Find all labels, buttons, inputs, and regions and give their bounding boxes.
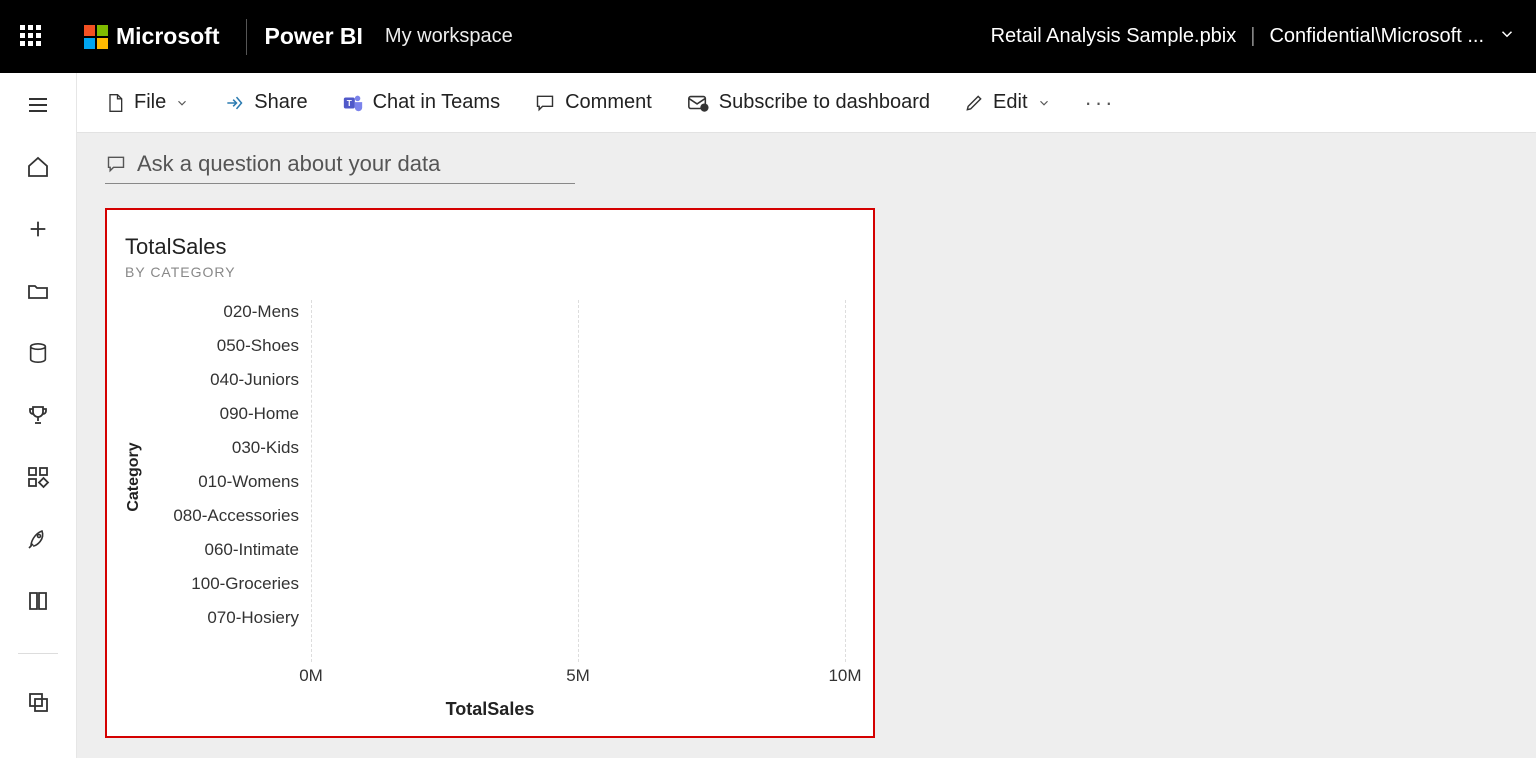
category-label: 070-Hosiery [129, 608, 299, 628]
chat-teams-button[interactable]: T Chat in Teams [342, 91, 500, 114]
category-label: 060-Intimate [129, 540, 299, 560]
rocket-icon[interactable] [24, 525, 52, 553]
share-button[interactable]: Share [223, 91, 307, 114]
plus-icon[interactable] [24, 215, 52, 243]
dashboard-toolbar: File Share T Chat in Teams Comment + Sub… [77, 73, 1536, 133]
edit-button[interactable]: Edit [964, 91, 1050, 114]
microsoft-brand-text: Microsoft [116, 23, 220, 50]
chart-title: TotalSales [125, 234, 855, 260]
sensitivity-label[interactable]: Confidential\Microsoft ... [1269, 25, 1484, 48]
category-label: 080-Accessories [129, 506, 299, 526]
dashboard-canvas: Ask a question about your data TotalSale… [77, 133, 1536, 758]
gridline [845, 300, 846, 662]
category-label: 040-Juniors [129, 370, 299, 390]
category-label: 100-Groceries [129, 574, 299, 594]
app-launcher-icon[interactable] [20, 25, 44, 49]
plot-area: 020-Mens050-Shoes040-Juniors090-Home030-… [311, 300, 845, 662]
chevron-down-icon[interactable] [1498, 25, 1516, 49]
x-tick-label: 10M [828, 666, 861, 686]
x-tick-label: 5M [566, 666, 590, 686]
category-label: 020-Mens [129, 302, 299, 322]
chart-body: Category 020-Mens050-Shoes040-Juniors090… [125, 300, 855, 722]
database-icon[interactable] [24, 339, 52, 367]
apps-icon[interactable] [24, 463, 52, 491]
qna-input[interactable]: Ask a question about your data [105, 151, 575, 184]
category-label: 050-Shoes [129, 336, 299, 356]
home-icon[interactable] [24, 153, 52, 181]
subscribe-button[interactable]: + Subscribe to dashboard [686, 91, 930, 114]
x-tick-label: 0M [299, 666, 323, 686]
qna-placeholder: Ask a question about your data [137, 151, 440, 177]
main-area: File Share T Chat in Teams Comment + Sub… [77, 73, 1536, 758]
chat-teams-label: Chat in Teams [373, 91, 500, 114]
more-options-button[interactable]: ··· [1085, 90, 1116, 116]
microsoft-logo: Microsoft [84, 23, 220, 50]
edit-label: Edit [993, 91, 1027, 114]
chart-tile-totalsales[interactable]: TotalSales BY CATEGORY Category 020-Mens… [105, 208, 875, 738]
x-axis-title: TotalSales [125, 699, 855, 720]
header-divider [246, 19, 247, 55]
file-name-label[interactable]: Retail Analysis Sample.pbix [991, 25, 1237, 48]
category-label: 090-Home [129, 404, 299, 424]
comment-icon [105, 154, 127, 174]
x-axis-ticks: 0M5M10M [311, 666, 845, 688]
chart-subtitle: BY CATEGORY [125, 264, 855, 280]
category-label: 010-Womens [129, 472, 299, 492]
svg-text:+: + [702, 105, 706, 112]
product-name[interactable]: Power BI [265, 23, 363, 50]
file-menu-label: File [134, 91, 166, 114]
gridline [311, 300, 312, 662]
header-separator: | [1250, 25, 1255, 48]
book-icon[interactable] [24, 587, 52, 615]
share-label: Share [254, 91, 307, 114]
subscribe-label: Subscribe to dashboard [719, 91, 930, 114]
global-header: Microsoft Power BI My workspace Retail A… [0, 0, 1536, 73]
trophy-icon[interactable] [24, 401, 52, 429]
category-label: 030-Kids [129, 438, 299, 458]
svg-text:T: T [346, 98, 351, 107]
comment-label: Comment [565, 91, 652, 114]
rail-separator [18, 653, 58, 654]
folder-icon[interactable] [24, 277, 52, 305]
hamburger-icon[interactable] [24, 91, 52, 119]
file-menu[interactable]: File [105, 91, 189, 114]
left-nav-rail [0, 73, 77, 758]
gridline [578, 300, 579, 662]
workspaces-icon[interactable] [24, 688, 52, 716]
comment-button[interactable]: Comment [534, 91, 652, 114]
workspace-breadcrumb[interactable]: My workspace [385, 25, 513, 48]
